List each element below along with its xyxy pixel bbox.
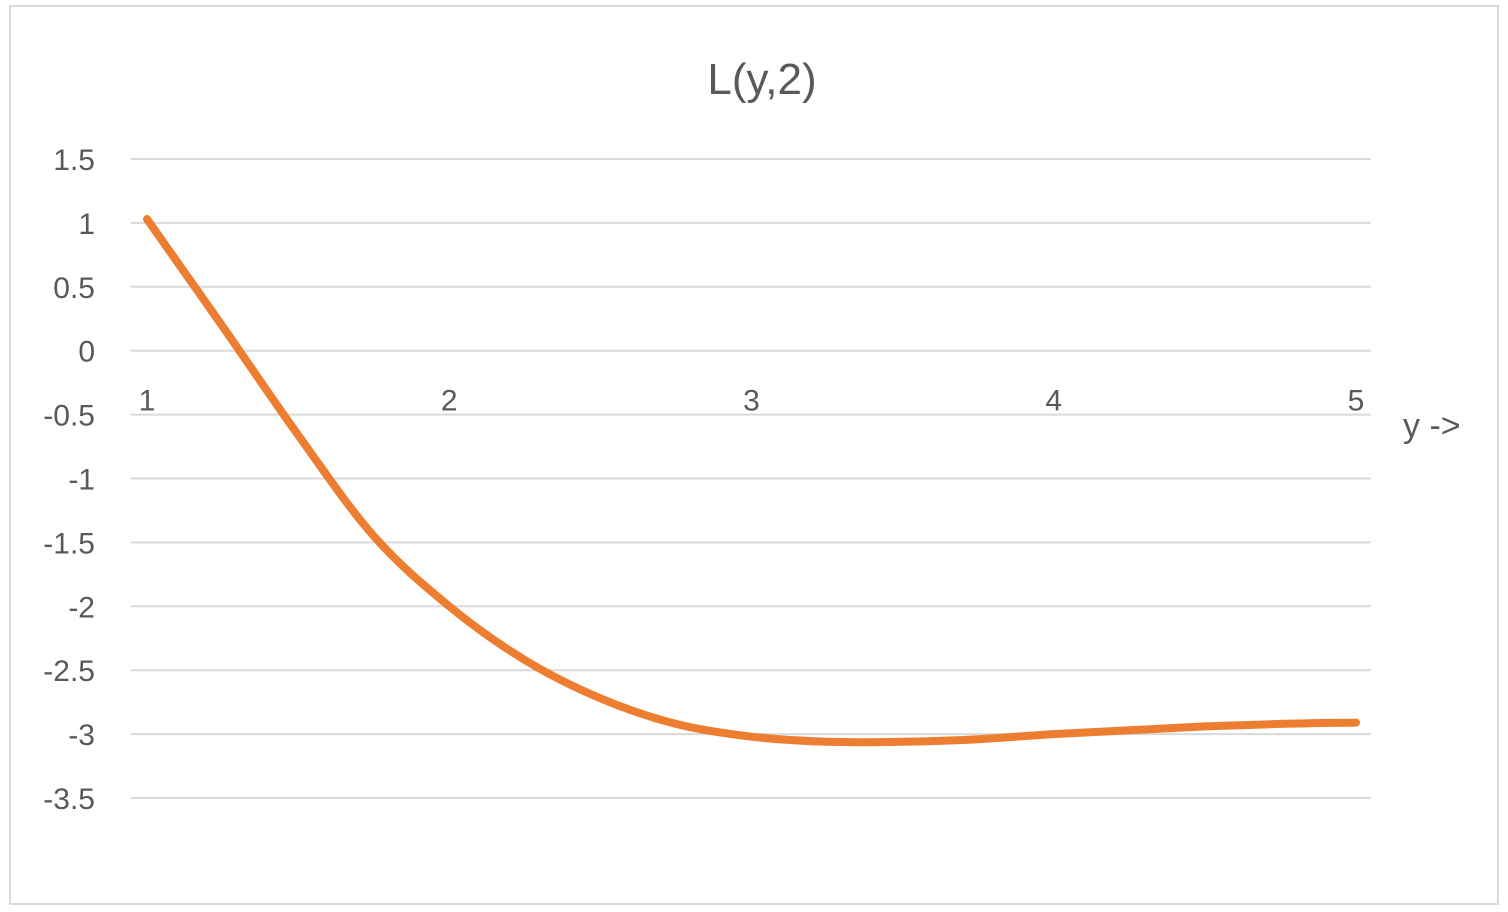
y-tick-labels: 1.5 1 0.5 0 -0.5 -1 -1.5 -2 -2.5 -3 -3.5: [43, 144, 95, 816]
y-tick-label: 0.5: [53, 272, 95, 305]
x-tick-labels: 1 2 3 4 5: [139, 385, 1365, 418]
y-tick-label: -1: [68, 464, 95, 497]
gridlines: [131, 158, 1371, 799]
x-axis-label: y ->: [1403, 407, 1461, 445]
x-tick-label: 2: [441, 385, 458, 418]
y-tick-label: -0.5: [43, 400, 95, 433]
y-tick-label: -3.5: [43, 783, 95, 816]
y-tick-label: 1: [78, 208, 95, 241]
y-tick-label: 0: [78, 336, 95, 369]
y-tick-label: -3: [68, 719, 95, 752]
series-layer: [143, 215, 1360, 747]
x-tick-label: 4: [1045, 385, 1062, 418]
y-tick-label: 1.5: [53, 144, 95, 177]
chart-title: L(y,2): [707, 55, 816, 104]
chart-frame: [9, 5, 1499, 905]
y-tick-label: -1.5: [43, 527, 95, 560]
series-line: [143, 215, 1360, 747]
x-tick-label: 3: [743, 385, 760, 418]
x-tick-label: 5: [1348, 385, 1365, 418]
y-tick-label: -2.5: [43, 655, 95, 688]
y-tick-label: -2: [68, 591, 95, 624]
x-tick-label: 1: [139, 385, 156, 418]
